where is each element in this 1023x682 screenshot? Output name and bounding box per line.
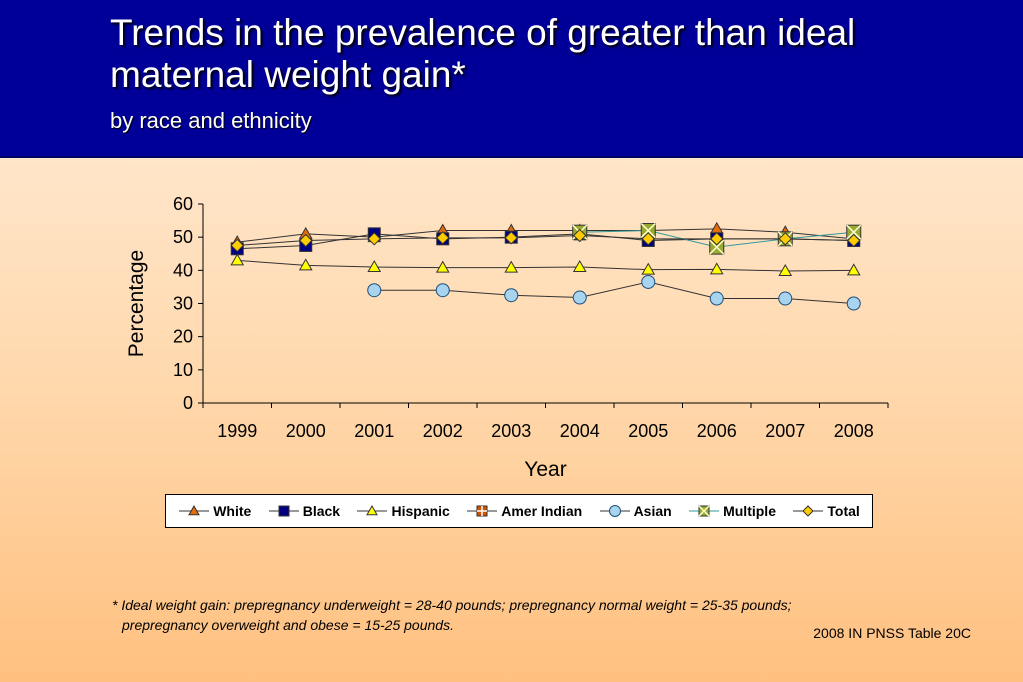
legend-item-asian: Asian xyxy=(599,503,672,519)
legend-item-amer-indian: Amer Indian xyxy=(466,503,582,519)
legend-label-asian: Asian xyxy=(633,503,672,519)
legend-swatch-black xyxy=(268,505,299,517)
x-tick-label: 2006 xyxy=(697,421,737,441)
source-note: 2008 IN PNSS Table 20C xyxy=(813,625,971,641)
x-tick-label: 2005 xyxy=(628,421,668,441)
data-point-hispanic xyxy=(709,262,724,275)
x-tick-label: 2000 xyxy=(286,421,326,441)
data-point-total xyxy=(641,232,655,246)
y-tick-label: 40 xyxy=(173,260,193,280)
series-line-hispanic xyxy=(237,259,854,272)
chart-legend: White Black Hispanic Amer Indian Asian Multip… xyxy=(165,494,873,528)
slide-title: Trends in the prevalence of greater than… xyxy=(110,12,856,95)
legend-swatch-total xyxy=(793,505,824,517)
legend-item-black: Black xyxy=(268,503,340,519)
data-point-total xyxy=(299,233,313,248)
data-point-total xyxy=(847,233,861,248)
y-tick-label: 30 xyxy=(173,294,193,314)
x-tick-label: 2004 xyxy=(560,421,600,441)
legend-label-total: Total xyxy=(827,503,860,519)
data-point-hispanic xyxy=(298,258,313,271)
data-point-multiple xyxy=(640,223,656,239)
legend-swatch-white xyxy=(179,504,210,516)
data-point-asian xyxy=(778,291,793,306)
data-point-hispanic xyxy=(230,253,245,266)
legend-marker-white xyxy=(188,504,201,516)
data-point-total xyxy=(367,232,381,246)
footnote-line-2: prepregnancy overweight and obese = 15-2… xyxy=(122,617,454,633)
data-point-multiple xyxy=(709,239,725,255)
x-tick-label: 2002 xyxy=(423,421,463,441)
y-tick-label: 50 xyxy=(173,227,193,247)
legend-marker-hispanic xyxy=(366,504,379,516)
data-point-asian xyxy=(846,296,861,311)
legend-swatch-amer-indian xyxy=(467,505,498,517)
legend-label-multiple: Multiple xyxy=(723,503,776,519)
x-tick-label: 2003 xyxy=(491,421,531,441)
legend-label-black: Black xyxy=(302,503,341,519)
title-banner: Trends in the prevalence of greater than… xyxy=(0,0,1023,158)
legend-label-white: White xyxy=(213,503,252,519)
footnote-line-1: * Ideal weight gain: prepregnancy underw… xyxy=(112,597,792,613)
data-point-asian xyxy=(641,274,656,289)
data-point-hispanic xyxy=(846,263,861,276)
series-line-asian xyxy=(374,281,854,304)
footnote: * Ideal weight gain: prepregnancy underw… xyxy=(112,595,912,635)
x-tick-label: 1999 xyxy=(217,421,257,441)
data-point-total xyxy=(573,228,587,243)
legend-item-multiple: Multiple xyxy=(688,503,776,519)
data-point-total xyxy=(230,238,244,253)
legend-label-hispanic: Hispanic xyxy=(391,503,450,519)
legend-marker-amer-indian xyxy=(476,505,488,517)
legend-item-hispanic: Hispanic xyxy=(356,503,450,519)
data-point-total xyxy=(778,232,792,246)
x-tick-label: 2001 xyxy=(354,421,394,441)
data-point-total xyxy=(710,232,724,246)
x-tick-label: 2008 xyxy=(834,421,874,441)
data-point-white xyxy=(709,221,724,234)
data-point-asian xyxy=(572,290,587,305)
data-point-asian xyxy=(504,288,519,303)
data-point-hispanic xyxy=(435,260,450,273)
legend-item-total: Total xyxy=(792,503,860,519)
series-line-white xyxy=(237,228,854,243)
data-point-multiple xyxy=(846,224,862,240)
legend-marker-total xyxy=(802,505,815,517)
series-line-total xyxy=(237,235,854,246)
y-tick-label: 10 xyxy=(173,360,193,380)
legend-swatch-multiple xyxy=(689,505,720,517)
legend-swatch-asian xyxy=(599,505,630,517)
data-point-total xyxy=(436,231,450,245)
data-point-asian xyxy=(709,291,724,306)
data-point-total xyxy=(504,231,518,245)
data-point-hispanic xyxy=(367,260,382,273)
data-point-asian xyxy=(367,283,382,298)
data-point-hispanic xyxy=(504,260,519,273)
y-tick-label: 20 xyxy=(173,327,193,347)
data-point-hispanic xyxy=(641,262,656,275)
legend-marker-black xyxy=(278,505,290,517)
data-point-hispanic xyxy=(778,263,793,276)
legend-marker-asian xyxy=(608,505,621,517)
y-axis-title: Percentage xyxy=(125,250,148,357)
slide-subtitle: by race and ethnicity xyxy=(110,108,312,133)
y-tick-label: 60 xyxy=(173,194,193,214)
legend-swatch-hispanic xyxy=(357,504,388,516)
data-point-hispanic xyxy=(572,260,587,273)
legend-marker-multiple xyxy=(698,505,710,517)
data-point-asian xyxy=(435,283,450,298)
x-axis-title: Year xyxy=(524,458,566,481)
legend-item-white: White xyxy=(178,503,251,519)
x-tick-label: 2007 xyxy=(765,421,805,441)
legend-label-amer-indian: Amer Indian xyxy=(501,503,583,519)
y-tick-label: 0 xyxy=(183,393,193,413)
